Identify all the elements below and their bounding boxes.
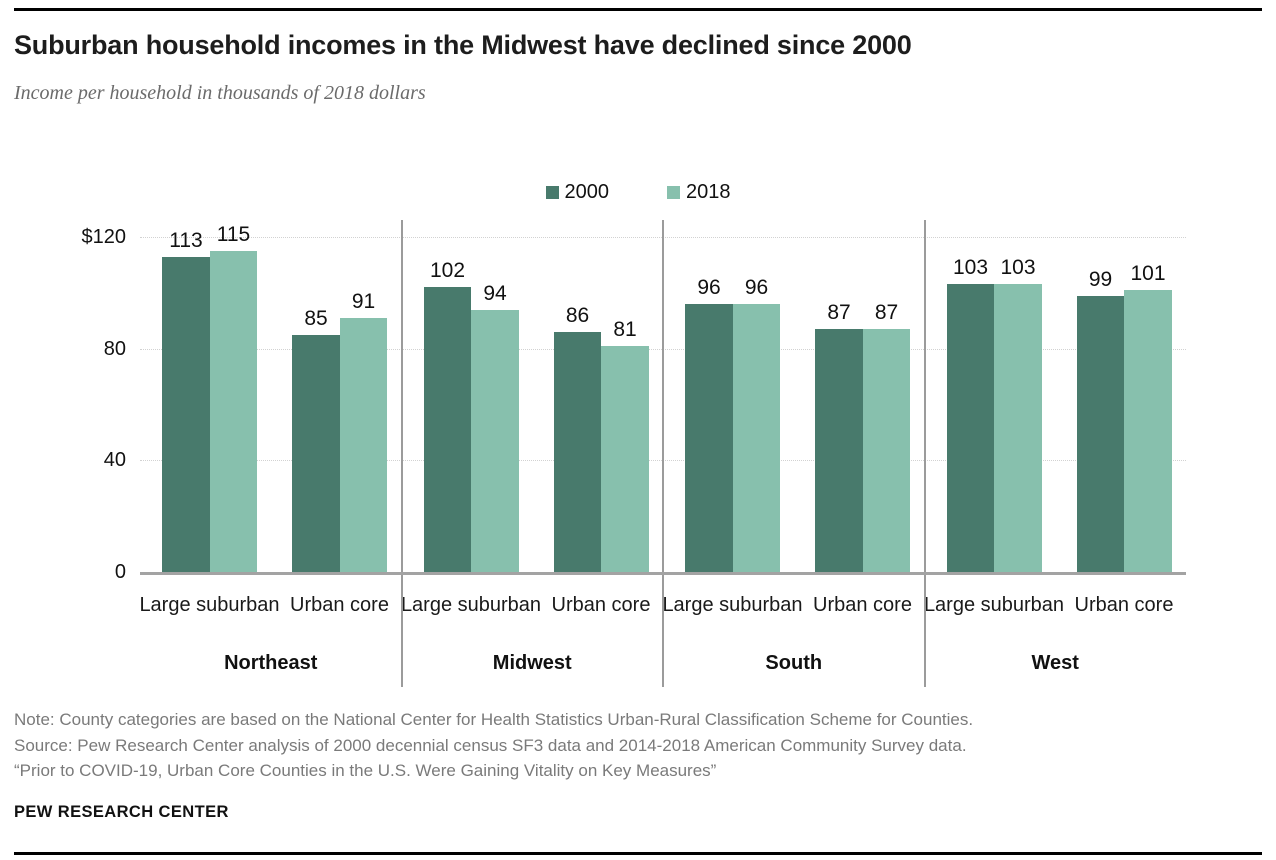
bar-value-label: 102	[429, 259, 466, 283]
top-rule	[14, 8, 1262, 11]
legend-item-2000: 2000	[545, 181, 610, 204]
bar-2018	[1124, 290, 1172, 572]
category-label: Urban core	[813, 594, 912, 616]
note-line: Note: County categories are based on the…	[14, 710, 974, 729]
bar-value-label: 99	[1088, 267, 1113, 291]
footnotes: Note: County categories are based on the…	[14, 707, 973, 784]
bar-2000	[292, 334, 340, 572]
region-west: 103 103 Large suburban 99 101 Urban core West	[924, 220, 1187, 690]
y-tick-label: $120	[81, 226, 127, 248]
category-label: Large suburban	[139, 594, 280, 616]
page-title: Suburban household incomes in the Midwes…	[14, 30, 912, 60]
bar-value-label: 101	[1130, 262, 1166, 286]
chart-subtitle: Income per household in thousands of 201…	[14, 82, 426, 104]
pew-research-center-wordmark: PEW RESEARCH CENTER	[14, 803, 229, 821]
category-label: Large suburban	[923, 594, 1065, 616]
bar-2000	[162, 256, 210, 572]
y-axis: $120 80 40 0	[0, 220, 127, 690]
legend-item-2018: 2018	[667, 181, 731, 204]
bar-value-label: 96	[744, 276, 769, 299]
axis-baseline	[140, 572, 1186, 575]
bar-value-label: 103	[1000, 256, 1036, 280]
legend-label: 2000	[564, 181, 610, 203]
bar-value-label: 113	[169, 228, 203, 252]
legend-swatch-icon	[667, 186, 680, 199]
source-line: Source: Pew Research Center analysis of …	[14, 735, 967, 755]
bar-2000	[1076, 295, 1124, 572]
bar-value-label: 115	[216, 222, 251, 246]
bar-2018	[601, 345, 649, 572]
bar-2000	[553, 331, 601, 572]
region-divider	[923, 220, 926, 687]
y-tick-label: 0	[114, 561, 126, 583]
bar-value-label: 91	[351, 289, 376, 313]
region-label: West	[1031, 652, 1079, 674]
legend-label: 2018	[686, 181, 731, 203]
bar-value-label: 96	[697, 276, 721, 299]
category-label: Large suburban	[662, 594, 803, 616]
bar-2000	[815, 329, 863, 572]
category-label: Urban core	[551, 594, 651, 616]
region-label: Northeast	[224, 652, 318, 674]
region-northeast: 113 115 Large suburban 85 91 Urban core Northe…	[139, 220, 402, 690]
bar-value-label: 94	[483, 281, 507, 305]
bar-2000	[685, 304, 733, 572]
region-south: 96 96 Large suburban 87 87 Urban core South	[662, 220, 925, 690]
legend-swatch-icon	[545, 186, 559, 199]
bar-2018	[862, 329, 910, 572]
bar-value-label: 87	[827, 301, 851, 325]
bottom-rule	[14, 852, 1262, 855]
bar-value-label: 87	[874, 301, 899, 325]
bar-value-label: 81	[613, 317, 637, 341]
y-tick-label: 80	[103, 337, 126, 360]
bar-value-label: 86	[565, 303, 590, 327]
bar-value-label: 103	[952, 256, 989, 280]
region-midwest: 102 94 Large suburban 86 81 Urban core Midwest	[401, 220, 664, 690]
legend: 2000 2018	[0, 181, 1276, 204]
category-label: Urban core	[290, 594, 389, 616]
category-label: Urban core	[1074, 594, 1174, 616]
bar-2018	[209, 250, 257, 572]
bar-2000	[423, 287, 471, 572]
report-title-line: “Prior to COVID-19, Urban Core Counties …	[14, 761, 717, 780]
bar-2018	[471, 309, 519, 572]
y-tick-label: 40	[103, 449, 126, 472]
region-label: Midwest	[492, 652, 572, 674]
bar-2018	[339, 317, 387, 572]
bar-value-label: 85	[304, 306, 328, 330]
bar-2018	[732, 304, 780, 572]
bar-2000	[946, 284, 994, 572]
bar-2018	[994, 284, 1042, 572]
region-label: South	[765, 652, 823, 674]
region-divider	[662, 220, 664, 687]
category-label: Large suburban	[400, 594, 542, 616]
plot-area: 113 115 Large suburban 85 91 Urban core Northe…	[139, 220, 1187, 690]
region-divider	[400, 220, 403, 687]
